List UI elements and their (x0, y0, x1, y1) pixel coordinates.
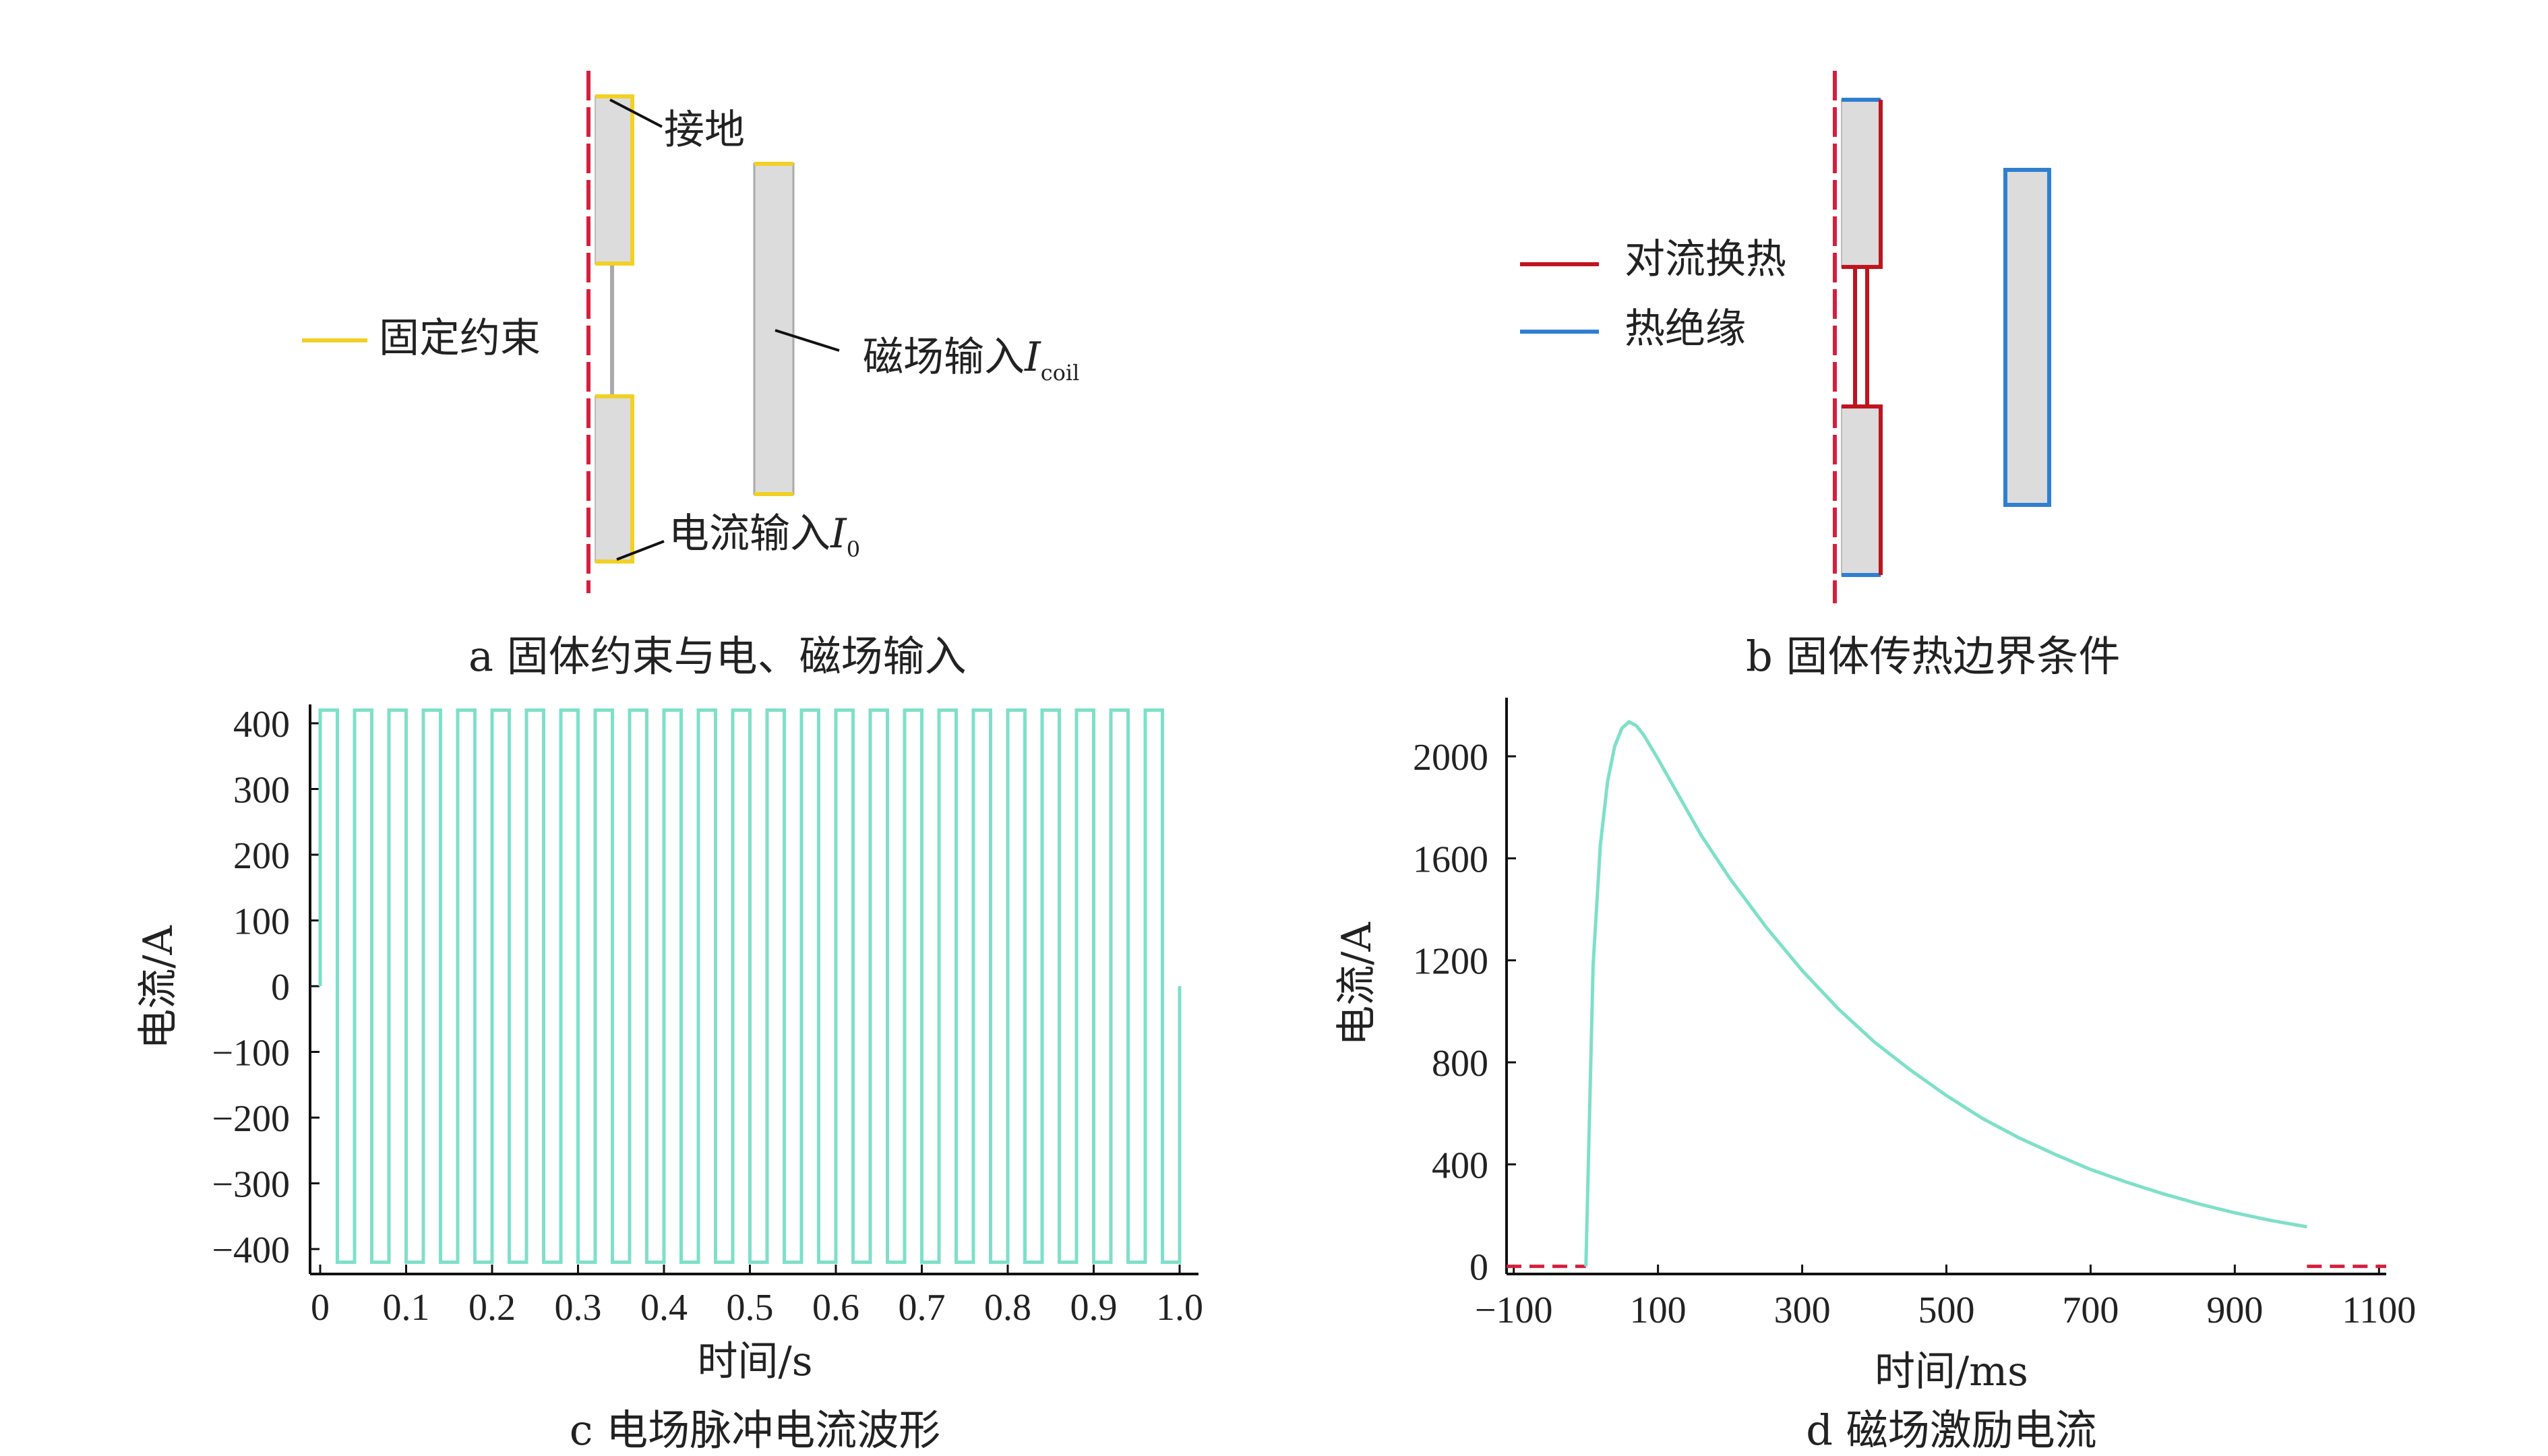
upper-electrode (1841, 99, 1881, 268)
chart-c-xlabel: 时间/s (697, 1338, 812, 1385)
chart-c-y-tick-label: 400 (233, 704, 290, 746)
chart-c-x-tick-label: 1.0 (1156, 1287, 1203, 1329)
connecting-wire (610, 264, 614, 396)
chart-d-y-ticks: 2000 1600 1200 800 400 0 (1413, 737, 1516, 1289)
current-leader (616, 540, 665, 561)
panel-a: 固定约束 接地 磁场输入Icoil 电流输入I0 a 固体约束与电、磁场输入 (302, 71, 1079, 681)
chart-c-x-tick-label: 0.4 (640, 1287, 688, 1329)
chart-c-y-tick-label: 300 (233, 770, 290, 812)
chart-d-y-tick-label: 2000 (1413, 737, 1488, 779)
chart-c-x-tick-label: 0.6 (812, 1287, 859, 1329)
chart-c-x-tick-label: 0.8 (984, 1287, 1031, 1329)
chart-c-y-tick-label: 0 (271, 967, 290, 1008)
chart-d-y-tick-label: 0 (1469, 1247, 1488, 1289)
chart-c-y-tick-label: −100 (212, 1033, 290, 1074)
fixed-constraint-edges (595, 94, 793, 564)
upper-electrode (595, 96, 633, 264)
chart-c-y-tick-label: 100 (233, 901, 290, 943)
panel-a-caption: a 固体约束与电、磁场输入 (468, 632, 967, 681)
chart-d-y-tick-label: 1600 (1413, 839, 1488, 880)
chart-d-x-tick-label: 700 (2062, 1290, 2119, 1331)
lower-electrode (595, 396, 633, 562)
chart-c-ylabel: 电流/A (135, 926, 182, 1050)
chart-d-caption: d 磁场激励电流 (1806, 1405, 2096, 1455)
convection-legend-label: 对流换热 (1625, 236, 1786, 283)
fixed-constraint-label: 固定约束 (379, 315, 541, 362)
magnetic-leader (775, 329, 840, 352)
chart-c-y-tick-label: −200 (212, 1098, 290, 1140)
insulation-legend-label: 热绝缘 (1625, 305, 1746, 353)
chart-d-y-tick-label: 800 (1432, 1043, 1488, 1085)
current-input-text: 电流输入 (669, 510, 830, 557)
chart-d-x-tick-label: 1100 (2342, 1290, 2416, 1331)
chart-c-y-tick-label: 200 (233, 835, 290, 877)
chart-c-x-tick-label: 0 (311, 1287, 330, 1329)
current-input-sub: 0 (847, 537, 860, 562)
insulation-edges (1842, 98, 1881, 577)
ground-label: 接地 (664, 107, 745, 154)
panel-b-caption: b 固体传热边界条件 (1746, 632, 2120, 681)
lower-electrode (1841, 406, 1881, 576)
chart-c-y-tick-label: −300 (212, 1164, 290, 1206)
ground-leader (609, 98, 663, 128)
magnetic-input-text: 磁场输入 (863, 334, 1025, 381)
chart-c-caption: c 电场脉冲电流波形 (570, 1405, 940, 1455)
chart-d-xlabel: 时间/ms (1875, 1348, 2028, 1395)
convection-edges (1842, 100, 1883, 575)
chart-c-x-tick-label: 0.1 (383, 1287, 430, 1329)
chart-c-x-ticks: 0 0.1 0.2 0.3 0.4 0.5 0.6 0.7 0.8 0.9 1.0 (311, 1265, 1203, 1329)
chart-c-y-tick-label: −400 (212, 1230, 290, 1271)
chart-d-y-tick-label: 1200 (1413, 941, 1488, 983)
chart-c-series-line (318, 708, 1182, 1264)
magnetic-input-label: 磁场输入Icoil (863, 334, 1079, 386)
chart-c-x-tick-label: 0.5 (727, 1287, 774, 1329)
coil-body (753, 162, 795, 495)
current-input-label: 电流输入I0 (669, 510, 860, 562)
chart-c: 0 0.1 0.2 0.3 0.4 0.5 0.6 0.7 0.8 0.9 1.0 400 300 20… (135, 704, 1203, 1455)
chart-c-x-tick-label: 0.2 (468, 1287, 516, 1329)
chart-d-x-ticks: −100 100 300 500 700 900 1100 (1475, 1265, 2416, 1331)
chart-c-x-tick-label: 0.3 (555, 1287, 602, 1329)
chart-d-x-tick-label: 900 (2206, 1290, 2263, 1331)
chart-c-y-ticks: 400 300 200 100 0 −100 −200 −300 −400 (212, 704, 320, 1271)
chart-d-x-tick-label: 300 (1774, 1290, 1831, 1331)
chart-d-x-tick-label: 100 (1630, 1290, 1687, 1331)
chart-d-y-tick-label: 400 (1432, 1145, 1488, 1186)
panel-b: 对流换热 热绝缘 b 固体传热边界条件 (1520, 71, 2120, 681)
chart-c-x-tick-label: 0.7 (899, 1287, 946, 1329)
chart-d-series-line (1584, 719, 2307, 1267)
coil-body (2003, 168, 2051, 507)
magnetic-input-sub: coil (1041, 360, 1080, 386)
chart-d-x-tick-label: 500 (1918, 1290, 1975, 1331)
chart-d-x-tick-label: −100 (1475, 1290, 1553, 1331)
chart-d-ylabel: 电流/A (1333, 922, 1381, 1046)
current-input-var: I (830, 510, 847, 557)
chart-c-x-tick-label: 0.9 (1070, 1287, 1118, 1329)
magnetic-input-var: I (1024, 334, 1041, 381)
chart-d: −100 100 300 500 700 900 1100 2000 1600 1200 800 4… (1333, 698, 2416, 1455)
